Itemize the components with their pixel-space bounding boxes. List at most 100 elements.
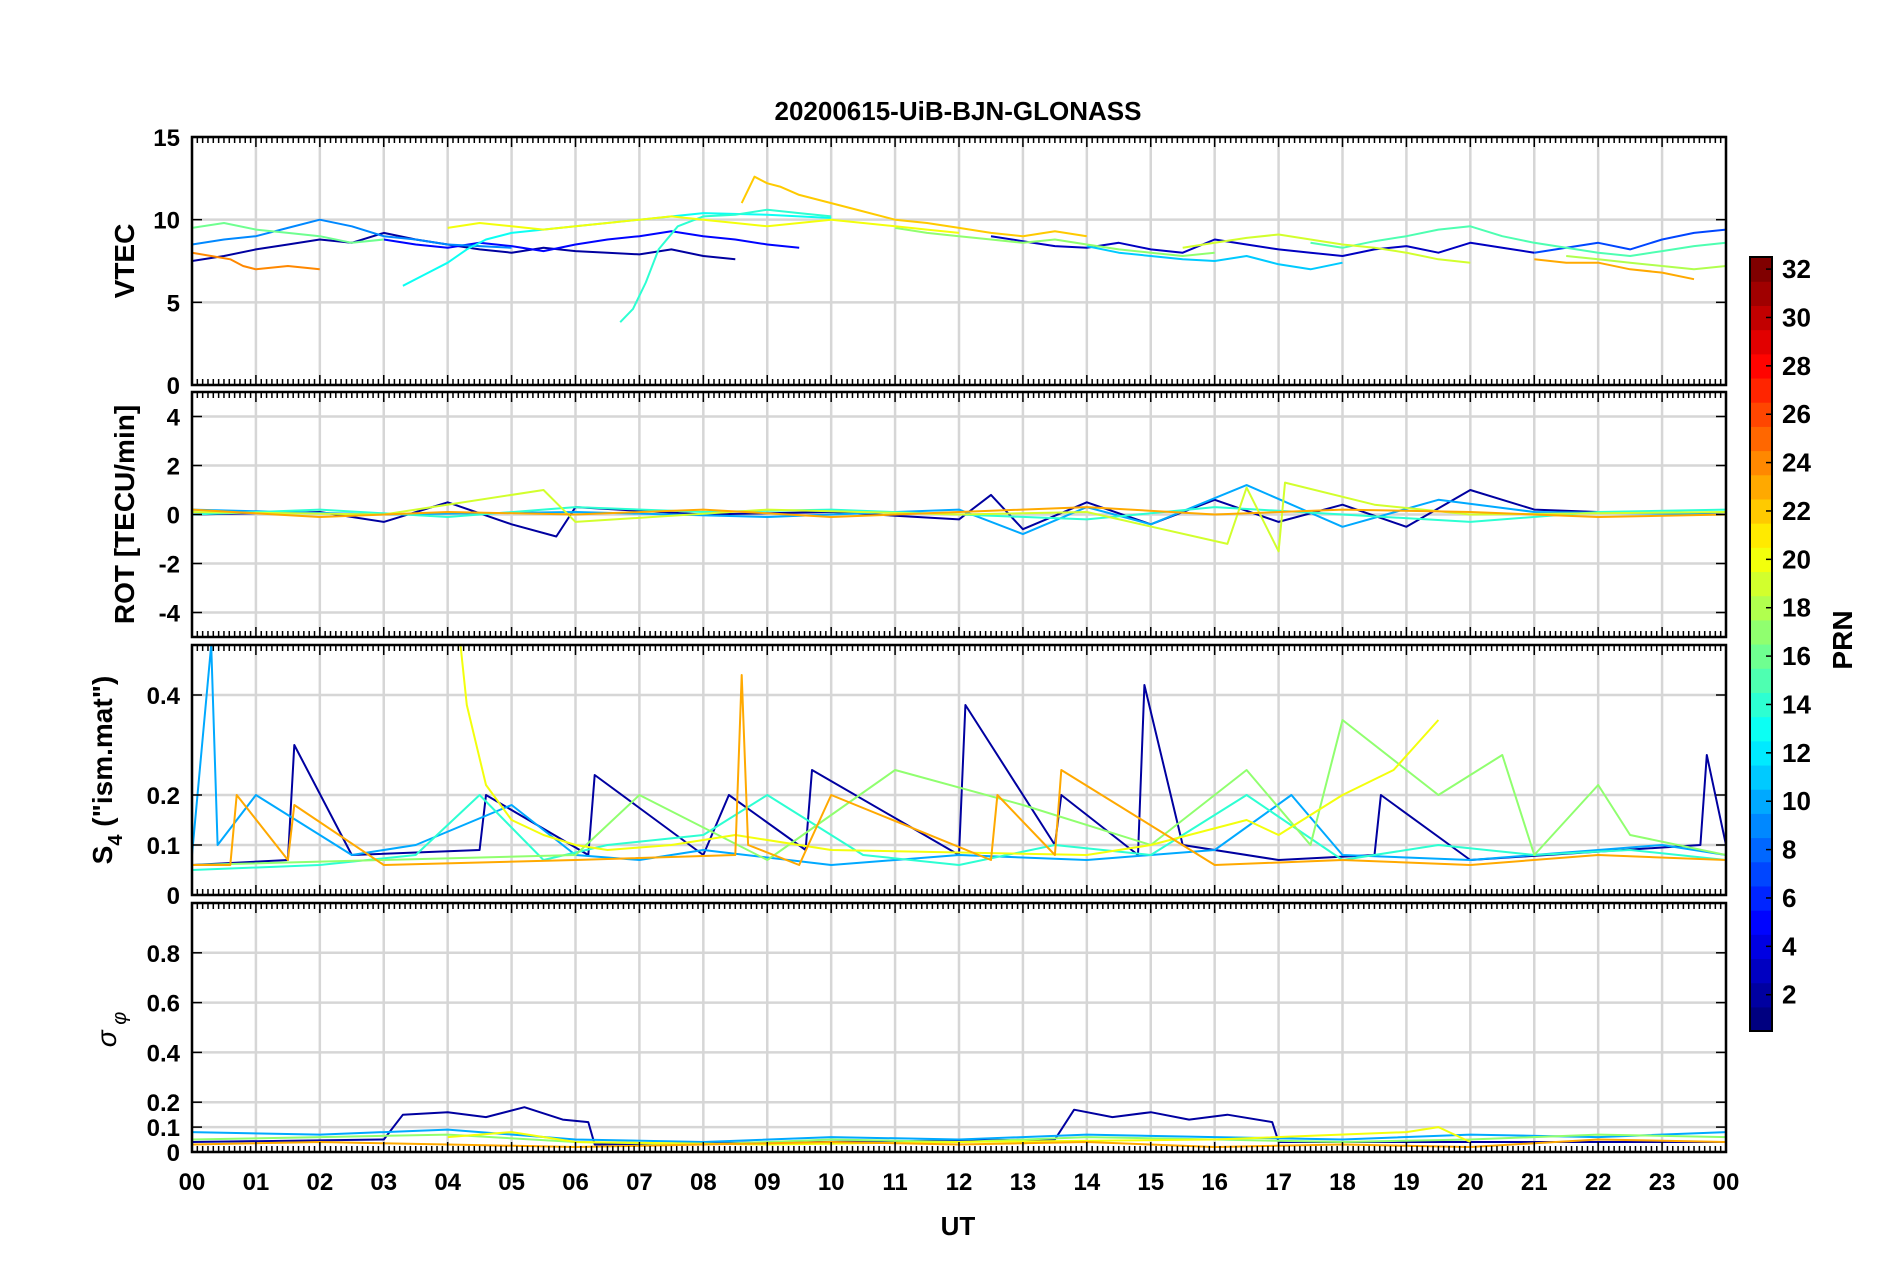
colorbar-tick-label: 22 bbox=[1782, 496, 1811, 526]
colorbar-tick-label: 16 bbox=[1782, 641, 1811, 671]
colorbar-segment bbox=[1750, 958, 1772, 984]
series-line-prn-13 bbox=[402, 212, 832, 287]
x-tick-label: 09 bbox=[754, 1169, 781, 1196]
colorbar-tick-label: 28 bbox=[1782, 351, 1811, 381]
colorbar-tick-label: 12 bbox=[1782, 738, 1811, 768]
y-tick-label: 0 bbox=[167, 1140, 180, 1167]
colorbar-segment bbox=[1750, 740, 1772, 766]
colorbar-segment bbox=[1750, 450, 1772, 476]
series-line-prn-17 bbox=[894, 226, 1215, 257]
y-tick-label: 0.4 bbox=[147, 683, 181, 710]
x-tick-label: 13 bbox=[1010, 1169, 1037, 1196]
colorbar-segment bbox=[1750, 281, 1772, 306]
x-tick-label: 21 bbox=[1521, 1169, 1548, 1196]
y-tick-label: 0 bbox=[167, 503, 180, 530]
series-line-prn-10 bbox=[192, 1128, 1726, 1143]
y-tick-label: 2 bbox=[167, 454, 180, 481]
figure-title: 20200615-UiB-BJN-GLONASS bbox=[774, 96, 1141, 126]
colorbar-tick-label: 18 bbox=[1782, 593, 1811, 623]
colorbar-segment bbox=[1750, 498, 1772, 524]
y-tick-label: 0.1 bbox=[147, 1115, 180, 1142]
y-axis-label: ROT [TECU/min] bbox=[109, 405, 140, 624]
y-tick-label: 15 bbox=[153, 125, 180, 152]
x-tick-label: 12 bbox=[946, 1169, 973, 1196]
y-tick-label: 5 bbox=[167, 290, 180, 317]
colorbar-segment bbox=[1750, 934, 1772, 960]
x-tick-label: 00 bbox=[1713, 1169, 1740, 1196]
x-tick-label: 18 bbox=[1329, 1169, 1356, 1196]
series-line-prn-9 bbox=[192, 218, 512, 249]
x-tick-label: 14 bbox=[1073, 1169, 1100, 1196]
colorbar-tick-label: 4 bbox=[1782, 931, 1797, 961]
colorbar-segment bbox=[1750, 885, 1772, 911]
series-group bbox=[192, 175, 1726, 323]
y-tick-label: 0.1 bbox=[147, 833, 180, 860]
y-tick-label: 0.8 bbox=[147, 941, 180, 968]
colorbar-segment bbox=[1750, 644, 1772, 669]
y-axis-label: S4 ("ism.mat") bbox=[87, 676, 127, 865]
y-tick-label: 4 bbox=[167, 405, 181, 432]
x-tick-label: 07 bbox=[626, 1169, 653, 1196]
series-line-prn-23 bbox=[1534, 258, 1695, 281]
y-tick-label: 0.4 bbox=[147, 1040, 181, 1067]
x-tick-label: 11 bbox=[882, 1169, 907, 1196]
y-tick-label: 0 bbox=[167, 883, 180, 910]
x-tick-label: 23 bbox=[1649, 1169, 1676, 1196]
x-tick-label: 05 bbox=[498, 1169, 525, 1196]
colorbar-segment bbox=[1750, 474, 1772, 500]
series-line-prn-14 bbox=[192, 794, 1726, 871]
y-tick-label: 0.2 bbox=[147, 783, 180, 810]
series-line-prn-14 bbox=[619, 208, 832, 323]
y-tick-label: 0.2 bbox=[147, 1090, 180, 1117]
plot-frame bbox=[190, 390, 1728, 639]
series-line-prn-23 bbox=[192, 506, 1726, 518]
colorbar-segment bbox=[1750, 1006, 1772, 1032]
colorbar-segment bbox=[1750, 377, 1772, 403]
y-tick-label: 0 bbox=[167, 373, 180, 400]
x-tick-label: 06 bbox=[562, 1169, 589, 1196]
colorbar-segment bbox=[1750, 571, 1772, 597]
rot-panel: -4 -2 0 2 4 ROT [TECU/min] bbox=[109, 390, 1728, 639]
x-tick-label: 00 bbox=[179, 1169, 206, 1196]
colorbar-segment bbox=[1750, 764, 1772, 790]
plot-frame bbox=[190, 135, 1728, 387]
colorbar-segment bbox=[1750, 789, 1772, 814]
x-tick-label: 10 bbox=[818, 1169, 845, 1196]
series-line-prn-19 bbox=[192, 481, 1726, 553]
colorbar-segment bbox=[1750, 619, 1772, 645]
plot-frame bbox=[190, 643, 1728, 897]
colorbar-segment bbox=[1750, 426, 1772, 452]
colorbar-tick-label: 24 bbox=[1782, 448, 1811, 478]
y-axis-label: σ φ bbox=[91, 1012, 131, 1048]
colorbar-tick-label: 10 bbox=[1782, 786, 1811, 816]
series-line-prn-16 bbox=[192, 222, 384, 244]
series-line-prn-5 bbox=[383, 230, 800, 253]
colorbar-segment bbox=[1750, 402, 1772, 427]
series-line-prn-23 bbox=[192, 674, 1726, 866]
y-tick-label: 10 bbox=[153, 208, 180, 235]
colorbar-tick-label: 20 bbox=[1782, 544, 1811, 574]
series-line-prn-3 bbox=[990, 235, 1535, 257]
s4-panel: 0 0.1 0.2 0.4 S4 ("ism.mat") bbox=[87, 643, 1728, 910]
x-tick-label: 22 bbox=[1585, 1169, 1612, 1196]
x-tick-label: 16 bbox=[1201, 1169, 1228, 1196]
colorbar-segment bbox=[1750, 982, 1772, 1008]
series-line-prn-2 bbox=[192, 231, 736, 262]
series-line-prn-17 bbox=[192, 719, 1726, 866]
colorbar-label: PRN bbox=[1827, 610, 1858, 669]
colorbar-segment bbox=[1750, 523, 1772, 548]
x-tick-label: 20 bbox=[1457, 1169, 1484, 1196]
colorbar-segment bbox=[1750, 716, 1772, 742]
colorbar-segment bbox=[1750, 813, 1772, 839]
y-tick-label: -2 bbox=[159, 552, 180, 579]
series-line-prn-22 bbox=[740, 175, 1087, 238]
series-line-prn-11 bbox=[1086, 245, 1343, 271]
x-tick-label: 15 bbox=[1137, 1169, 1164, 1196]
colorbar-segment bbox=[1750, 692, 1772, 718]
x-axis-label: UT bbox=[941, 1211, 976, 1241]
series-line-prn-19 bbox=[1182, 233, 1471, 264]
vtec-panel: 0 5 10 15 VTEC bbox=[109, 125, 1728, 400]
series-line-prn-10 bbox=[192, 645, 1726, 866]
colorbar-segment bbox=[1750, 257, 1772, 282]
